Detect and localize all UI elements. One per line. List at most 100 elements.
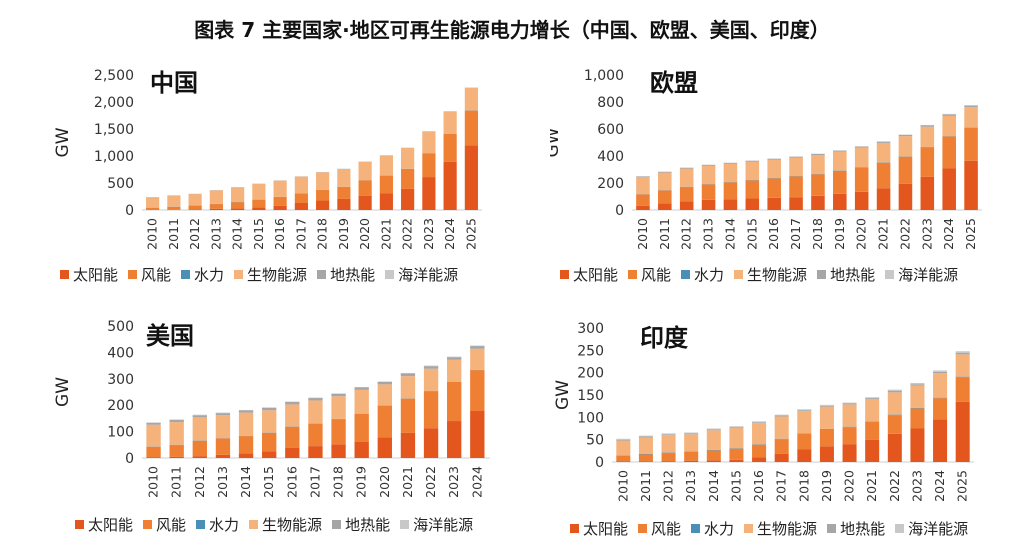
bar-segment-eu-2012-生物能源: [679, 168, 694, 187]
bar-segment-india-2022-太阳能: [887, 433, 902, 462]
bar-segment-india-2024-太阳能: [933, 419, 948, 462]
x-tick-label: 2019: [354, 466, 369, 498]
bar-segment-usa-2023-海洋能源: [447, 356, 462, 358]
bar-segment-india-2019-风能: [819, 429, 834, 447]
legend-item: 地热能: [817, 264, 875, 285]
legend-label: 海洋能源: [908, 520, 969, 538]
bar-segment-usa-2011-海洋能源: [169, 419, 184, 420]
bar-segment-usa-2015-生物能源: [262, 410, 277, 433]
legend-swatch: [385, 270, 395, 279]
bar-segment-usa-2013-地热能: [215, 413, 231, 416]
bar-segment-usa-2014-风能: [238, 436, 254, 454]
bar-segment-eu-2021-太阳能: [876, 188, 891, 210]
x-tick-label: 2018: [810, 218, 825, 250]
legend-label: 地热能: [345, 516, 391, 534]
bar-segment-china-2016-风能: [273, 197, 287, 206]
bar-segment-usa-2012-太阳能: [192, 456, 207, 458]
bar-segment-usa-2017-太阳能: [308, 446, 323, 458]
bar-segment-china-2019-太阳能: [337, 198, 351, 210]
bar-segment-eu-2012-太阳能: [679, 201, 694, 210]
legend-label: 风能: [651, 520, 682, 538]
bar-segment-usa-2022-海洋能源: [423, 365, 439, 367]
bar-segment-india-2019-海洋能源: [819, 404, 834, 406]
bar-segment-china-2023-生物能源: [422, 131, 436, 154]
bar-segment-usa-2014-地热能: [238, 410, 254, 413]
bar-segment-usa-2022-生物能源: [423, 368, 439, 391]
legend-label: 水力: [194, 266, 225, 284]
legend-item: 地热能: [332, 514, 390, 535]
legend-item: 水力: [681, 264, 724, 285]
bar-segment-india-2020-生物能源: [842, 404, 857, 427]
bar-segment-usa-2023-生物能源: [447, 359, 462, 382]
bar-segment-china-2017-生物能源: [294, 176, 308, 194]
bar-segment-india-2018-太阳能: [797, 449, 812, 462]
y-tick-label: 2,500: [94, 68, 134, 84]
bar-segment-usa-2016-地热能: [285, 402, 300, 405]
bar-segment-eu-2019-风能: [833, 170, 847, 194]
x-tick-label: 2016: [284, 466, 299, 498]
bar-segment-usa-2020-海洋能源: [377, 381, 392, 382]
legend-label: 太阳能: [573, 266, 619, 284]
chart-usa: 0 100 200 300 400 500 GW 2010 2011 2012 2013 2014 20…: [50, 310, 490, 550]
bar-segment-usa-2013-海洋能源: [215, 412, 231, 414]
bar-segment-china-2024-生物能源: [443, 111, 457, 134]
bar-segment-usa-2018-风能: [331, 419, 346, 445]
bar-segment-eu-2016-太阳能: [767, 197, 781, 210]
x-tick-label: 2020: [357, 218, 372, 250]
legend-item: 地热能: [827, 518, 885, 539]
bar-segment-eu-2010-地热能: [636, 176, 650, 178]
y-tick-label: 600: [597, 122, 624, 138]
legend-swatch: [400, 520, 410, 529]
legend-swatch: [75, 520, 84, 529]
bar-segment-china-2015-风能: [252, 199, 266, 208]
y-tick-label: 100: [577, 410, 604, 426]
bar-segment-china-2010-风能: [146, 207, 160, 210]
bar-segment-india-2018-海洋能源: [797, 409, 812, 411]
bar-segment-eu-2013-地热能: [701, 164, 716, 166]
bar-segment-china-2021-风能: [379, 175, 393, 194]
bar-segment-eu-2019-生物能源: [833, 151, 847, 171]
legend-china: 太阳能 风能 水力 生物能源 地热能 海洋能源: [60, 264, 458, 285]
bar-segment-india-2014-生物能源: [706, 430, 721, 450]
bar-segment-usa-2016-海洋能源: [285, 401, 300, 403]
bar-segment-eu-2025-生物能源: [964, 107, 978, 128]
bar-segment-india-2024-生物能源: [933, 373, 948, 398]
x-tick-label: 2023: [421, 218, 436, 250]
legend-label: 海洋能源: [398, 266, 459, 284]
x-tick-label: 2017: [293, 218, 308, 250]
y-tick-label: 200: [107, 398, 134, 414]
bar-segment-india-2025-风能: [955, 377, 970, 402]
bar-segment-eu-2016-生物能源: [767, 159, 781, 178]
y-tick-label: 250: [577, 343, 604, 359]
bar-segment-india-2024-地热能: [933, 371, 948, 374]
bar-segment-china-2010-生物能源: [146, 197, 160, 208]
bar-segment-eu-2025-地热能: [964, 105, 978, 108]
bar-segment-usa-2024-海洋能源: [470, 345, 485, 347]
bar-segment-usa-2013-太阳能: [215, 454, 231, 458]
bar-segment-usa-2018-地热能: [331, 393, 346, 397]
bar-segment-india-2013-海洋能源: [684, 432, 699, 434]
bar-segment-india-2015-风能: [729, 448, 744, 460]
bar-segment-usa-2012-地热能: [192, 415, 207, 418]
bar-segment-usa-2019-风能: [354, 413, 369, 442]
bar-segment-india-2019-地热能: [819, 405, 834, 407]
bar-segment-usa-2012-生物能源: [192, 417, 207, 441]
bar-segment-usa-2021-风能: [400, 398, 416, 433]
bar-segment-usa-2015-风能: [262, 432, 277, 452]
bar-segment-india-2025-生物能源: [955, 354, 970, 377]
legend-swatch: [143, 520, 153, 529]
y-tick-label: 500: [107, 176, 134, 192]
bar-segment-india-2012-风能: [661, 453, 676, 462]
x-tick-label: 2018: [796, 470, 811, 502]
bar-segment-china-2014-风能: [231, 202, 245, 209]
x-tick-label: 2019: [819, 470, 834, 502]
bar-segment-eu-2018-风能: [811, 174, 825, 196]
legend-swatch: [817, 270, 827, 279]
x-tick-label: 2025: [463, 218, 478, 250]
bar-segment-india-2023-地热能: [910, 384, 925, 386]
x-tick-label: 2015: [261, 466, 276, 498]
legend-swatch: [570, 524, 579, 533]
legend-eu: 太阳能 风能 水力 生物能源 地热能 海洋能源: [560, 264, 958, 285]
legend-item: 太阳能: [75, 514, 133, 535]
